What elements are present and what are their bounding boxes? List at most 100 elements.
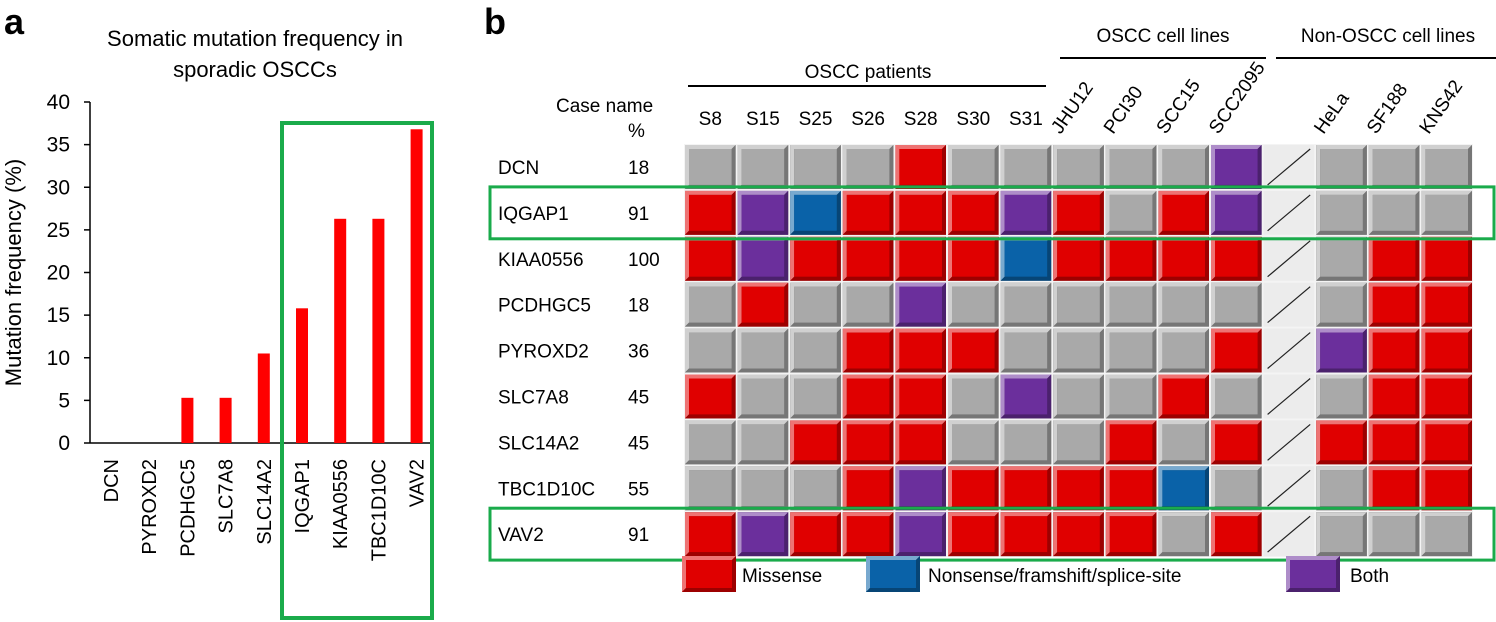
cell-dcn-s31: [1000, 145, 1052, 189]
cell-iqgap1-s25: [790, 190, 841, 235]
cell-pcdhgc5-scc15: [1158, 282, 1209, 327]
cell-slc14a2-kns42: [1421, 420, 1472, 465]
cell-kiaa0556-blank: [1263, 236, 1315, 281]
row-percent-slc7a8: 45: [628, 387, 649, 408]
cell-slc14a2-blank: [1263, 420, 1315, 465]
cell-pcdhgc5-s25: [790, 282, 841, 327]
cell-slc7a8-jhu12: [1053, 374, 1104, 419]
cell-tbc1d10c-scc2095: [1211, 466, 1262, 511]
cell-slc7a8-scc2095: [1211, 374, 1262, 419]
cell-tbc1d10c-s8: [685, 466, 736, 511]
cell-pyroxd2-blank: [1263, 328, 1315, 373]
cell-slc14a2-s28: [895, 420, 946, 465]
category-label-iqgap1: IQGAP1: [292, 459, 314, 533]
cell-iqgap1-s28: [895, 190, 946, 235]
cell-dcn-sf188: [1368, 145, 1420, 189]
cell-tbc1d10c-s15: [737, 466, 789, 511]
row-percent-pcdhgc5: 18: [628, 296, 649, 317]
group-label-1: OSCC cell lines: [1096, 26, 1229, 47]
cell-dcn-kns42: [1421, 145, 1472, 189]
cell-dcn-scc2095: [1211, 145, 1262, 189]
cell-slc7a8-hela: [1316, 374, 1367, 419]
cell-dcn-s8: [685, 145, 736, 189]
cell-slc14a2-scc2095: [1211, 420, 1262, 465]
cell-dcn-s15: [737, 145, 789, 189]
cell-pyroxd2-s28: [895, 328, 946, 373]
cell-slc7a8-s31: [1000, 374, 1052, 419]
cell-vav2-hela: [1316, 512, 1367, 557]
cell-dcn-pci30: [1105, 145, 1157, 189]
cell-vav2-s8: [685, 512, 736, 557]
highlight-box: [280, 121, 434, 620]
cell-vav2-s28: [895, 512, 946, 557]
cell-vav2-jhu12: [1053, 512, 1104, 557]
cell-tbc1d10c-jhu12: [1053, 466, 1104, 511]
row-percent-pyroxd2: 36: [628, 342, 649, 363]
cell-dcn-s25: [790, 145, 841, 189]
row-highlight-vav2: [488, 506, 1496, 562]
column-label-kns42: KNS42: [1416, 77, 1468, 138]
cell-iqgap1-s8: [685, 190, 736, 235]
bar-iqgap1: [296, 308, 308, 443]
cell-pyroxd2-s8: [685, 328, 736, 373]
cell-dcn-jhu12: [1053, 145, 1104, 189]
y-tick-label: 25: [47, 219, 70, 242]
cell-iqgap1-sf188: [1368, 190, 1420, 235]
y-tick-label: 40: [47, 91, 70, 114]
cell-slc14a2-scc15: [1158, 420, 1209, 465]
cell-tbc1d10c-s25: [790, 466, 841, 511]
cell-slc7a8-sf188: [1368, 374, 1420, 419]
cell-vav2-scc2095: [1211, 512, 1262, 557]
group-label-2: Non-OSCC cell lines: [1301, 26, 1475, 47]
row-label-pcdhgc5: PCDHGC5: [498, 296, 591, 317]
cell-pcdhgc5-s31: [1000, 282, 1052, 327]
column-label-s8: S8: [699, 109, 722, 130]
column-label-sf188: SF188: [1363, 80, 1412, 138]
cell-tbc1d10c-blank: [1263, 466, 1315, 511]
cell-iqgap1-scc15: [1158, 190, 1209, 235]
y-tick-label: 10: [47, 347, 70, 370]
cell-tbc1d10c-pci30: [1105, 466, 1157, 511]
cell-pyroxd2-s31: [1000, 328, 1052, 373]
y-tick-label: 35: [47, 134, 70, 157]
cell-kiaa0556-s15: [737, 236, 789, 281]
cell-iqgap1-s15: [737, 190, 789, 235]
cell-kiaa0556-scc2095: [1211, 236, 1262, 281]
cell-pyroxd2-pci30: [1105, 328, 1157, 373]
cell-kiaa0556-sf188: [1368, 236, 1420, 281]
cell-slc7a8-s28: [895, 374, 946, 419]
cell-slc7a8-scc15: [1158, 374, 1209, 419]
cell-iqgap1-pci30: [1105, 190, 1157, 235]
category-label-tbc1d10c: TBC1D10C: [368, 459, 390, 561]
cell-kiaa0556-s28: [895, 236, 946, 281]
cell-kiaa0556-s31: [1000, 236, 1052, 281]
cell-pyroxd2-s26: [842, 328, 894, 373]
cell-slc14a2-s26: [842, 420, 894, 465]
row-label-slc7a8: SLC7A8: [498, 387, 569, 408]
row-highlight-iqgap1: [488, 185, 1496, 241]
cell-pcdhgc5-hela: [1316, 282, 1367, 327]
row-label-dcn: DCN: [498, 158, 539, 179]
cell-pcdhgc5-scc2095: [1211, 282, 1262, 327]
bar-vav2: [410, 129, 423, 443]
y-tick-label: 0: [58, 432, 70, 455]
bar-slc14a2: [257, 353, 270, 443]
cell-slc14a2-hela: [1316, 420, 1367, 465]
y-tick-label: 5: [58, 389, 70, 412]
cell-tbc1d10c-s28: [895, 466, 946, 511]
cell-slc7a8-kns42: [1421, 374, 1472, 419]
cell-vav2-scc15: [1158, 512, 1209, 557]
cell-dcn-s26: [842, 145, 894, 189]
cell-kiaa0556-scc15: [1158, 236, 1209, 281]
cell-kiaa0556-pci30: [1105, 236, 1157, 281]
category-label-dcn: DCN: [101, 459, 123, 502]
legend-swatch-missense: [682, 556, 736, 592]
cell-tbc1d10c-s26: [842, 466, 894, 511]
cell-slc7a8-s25: [790, 374, 841, 419]
cell-slc7a8-s30: [948, 374, 999, 419]
cell-slc14a2-s31: [1000, 420, 1052, 465]
bar-tbc1d10c: [372, 218, 385, 443]
cell-pcdhgc5-pci30: [1105, 282, 1157, 327]
cell-pyroxd2-kns42: [1421, 328, 1472, 373]
cell-vav2-s25: [790, 512, 841, 557]
